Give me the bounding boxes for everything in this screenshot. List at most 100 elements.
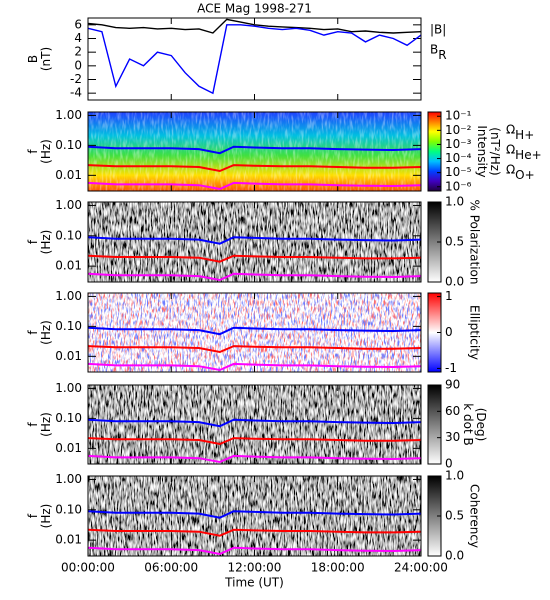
colorbar-label: Intensity (nT²/Hz) [475, 125, 502, 177]
y-axis-label-line: f [26, 149, 40, 154]
y-tick-label: 0.10 [55, 138, 82, 152]
legend-subscript: H+ [515, 128, 534, 142]
colorbar-tick-label: 1.0 [445, 469, 464, 483]
spectrogram-image [88, 202, 421, 282]
colorbar-label: Coherency [468, 484, 482, 548]
y-tick-label: 4 [74, 31, 82, 45]
legend-label: |B| [430, 23, 446, 37]
x-tick-label: 12:00:00 [228, 561, 282, 575]
series-line [87, 326, 422, 336]
legend-label: ΩO+ [506, 163, 535, 182]
legend-subscript: O+ [515, 168, 535, 182]
x-axis-label: Time (UT) [224, 576, 284, 590]
y-tick-label: 1.00 [55, 472, 82, 486]
plot-frame [87, 475, 422, 557]
colorbar-tick-label: 60 [445, 404, 460, 418]
y-axis-label-line: B [26, 55, 40, 63]
y-tick-label: 0.10 [55, 411, 82, 425]
legend-subscript: R [438, 48, 446, 62]
colorbar-label-line: Intensity [475, 125, 489, 177]
y-axis-label-line: (nT) [39, 47, 53, 71]
spectrogram-image [88, 476, 421, 556]
y-axis-label: f (Hz) [26, 320, 53, 345]
plot-frame [87, 111, 422, 192]
y-tick-label: 1.00 [55, 381, 82, 395]
y-axis-label: f (Hz) [26, 504, 53, 529]
colorbar-label-line: % Polarization [468, 200, 482, 285]
y-axis-label-line: f [26, 513, 40, 518]
y-axis-label: B (nT) [26, 47, 53, 71]
spectrogram-image [88, 385, 421, 464]
series-line [87, 18, 422, 34]
series-line [87, 272, 422, 282]
colorbar-tick-label: 30 [445, 430, 460, 444]
colorbar-tick-label: 10⁻⁵ [445, 165, 472, 179]
y-tick-label: 0.01 [55, 259, 82, 273]
series-line [87, 254, 422, 263]
y-axis-label-line: f [26, 330, 40, 335]
legend-label: ΩHe+ [506, 143, 542, 162]
series-line [87, 236, 422, 245]
colorbar-label: % Polarization [468, 200, 482, 285]
y-axis-label: f (Hz) [26, 230, 53, 255]
y-tick-label: -4 [70, 86, 82, 100]
y-tick-label: 0.10 [55, 502, 82, 516]
legend-label: ΩH+ [506, 123, 534, 142]
x-tick-label: 24:00:00 [394, 561, 448, 575]
y-tick-label: 1.00 [55, 289, 82, 303]
series-line [87, 528, 422, 537]
y-axis-label-line: (Hz) [39, 230, 53, 255]
spectrogram-image [88, 293, 421, 372]
spectrogram-texture [88, 476, 421, 556]
colorbar-label-line: (Deg) [474, 408, 488, 442]
colorbar-label: Ellipticity [468, 305, 482, 360]
y-axis-label: f (Hz) [26, 139, 53, 164]
y-axis-label: f (Hz) [26, 412, 53, 437]
colorbar-tick-label: 0 [445, 457, 453, 471]
colorbar-label: k dot B (Deg) [461, 403, 488, 445]
y-tick-label: 1.00 [55, 198, 82, 212]
spectrogram-image [88, 112, 421, 191]
colorbar-tick-label: 0.0 [445, 275, 464, 289]
colorbar [427, 384, 442, 465]
series-line [87, 345, 422, 354]
plot-frame [87, 17, 422, 101]
x-tick-label: 06:00:00 [144, 561, 198, 575]
series-line [87, 418, 422, 428]
colorbar-tick-label: 1 [445, 289, 453, 303]
y-tick-label: 6 [74, 17, 82, 31]
y-axis-label-line: (Hz) [39, 320, 53, 345]
colorbar-tick-label: 10⁻⁶ [445, 179, 472, 193]
y-tick-label: 1.00 [55, 108, 82, 122]
y-axis-label-line: f [26, 239, 40, 244]
y-axis-label-line: f [26, 422, 40, 427]
chart-title: ACE Mag 1998-271 [197, 2, 312, 16]
spectrogram-texture [88, 112, 421, 191]
colorbar-label-line: (nT²/Hz) [488, 127, 502, 175]
series-line [87, 510, 422, 519]
colorbar-tick-label: 10⁻¹ [445, 109, 472, 123]
y-tick-label: 0.01 [55, 533, 82, 547]
spectrogram-texture [88, 293, 421, 372]
y-tick-label: 0.10 [55, 228, 82, 242]
spectrogram-texture [88, 385, 421, 464]
colorbar-label-line: Ellipticity [468, 305, 482, 360]
colorbar-tick-label: 90 [445, 378, 460, 392]
y-axis-label-line: (Hz) [39, 412, 53, 437]
series-line [87, 24, 422, 95]
y-axis-label-line: (Hz) [39, 504, 53, 529]
colorbar-tick-label: 1.0 [445, 195, 464, 209]
y-tick-label: 0 [74, 58, 82, 72]
colorbar-tick-label: 0.0 [445, 549, 464, 563]
colorbar-tick-label: 10⁻⁴ [445, 151, 472, 165]
series-line [87, 181, 422, 191]
legend-subscript: He+ [515, 148, 541, 162]
y-tick-label: -2 [70, 72, 82, 86]
series-line [87, 454, 422, 464]
plot-frame [87, 384, 422, 465]
spectrogram-texture [88, 202, 421, 282]
plot-frame [87, 201, 422, 283]
colorbar-label-line: k dot B [461, 403, 475, 445]
legend-label: BR [430, 43, 447, 62]
